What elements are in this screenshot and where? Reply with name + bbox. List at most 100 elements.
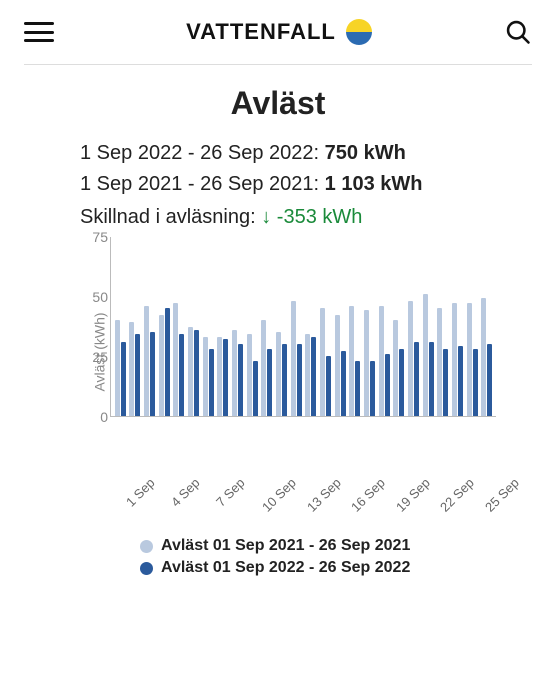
bar-curr <box>165 308 170 416</box>
bar-group <box>113 237 128 416</box>
bar-prev <box>159 315 164 416</box>
bar-curr <box>341 351 346 416</box>
bar-prev <box>188 327 193 416</box>
bar-prev <box>129 322 134 416</box>
bar-group <box>406 237 421 416</box>
reading-current-value: 750 kWh <box>325 142 406 164</box>
bar-prev <box>481 298 486 416</box>
bar-group <box>333 237 348 416</box>
bar-prev <box>305 334 310 416</box>
page-title: Avläst <box>30 85 526 122</box>
bar-curr <box>194 330 199 416</box>
brand[interactable]: VATTENFALL <box>186 19 372 45</box>
bar-curr <box>223 339 228 416</box>
bar-curr <box>326 356 331 416</box>
legend-row-prev: Avläst 01 Sep 2021 - 26 Sep 2021 <box>140 535 486 557</box>
bar-prev <box>408 301 413 416</box>
bar-prev <box>437 308 442 416</box>
arrow-down-icon: ↓ <box>261 206 271 228</box>
bar-group <box>421 237 436 416</box>
bar-group <box>465 237 480 416</box>
y-ticks: 0255075 <box>78 237 108 417</box>
bar-plot <box>110 237 496 417</box>
bar-curr <box>267 349 272 416</box>
bar-curr <box>238 344 243 416</box>
chart-area: Avläst (kWh) 0255075 <box>30 237 526 467</box>
reading-current: 1 Sep 2022 - 26 Sep 2022: 750 kWh <box>30 140 526 171</box>
reading-current-range: 1 Sep 2022 - 26 Sep 2022: <box>80 142 319 164</box>
reading-prev-range: 1 Sep 2021 - 26 Sep 2021: <box>80 173 319 195</box>
bar-curr <box>458 346 463 416</box>
reading-prev: 1 Sep 2021 - 26 Sep 2021: 1 103 kWh <box>30 171 526 202</box>
bar-group <box>318 237 333 416</box>
bar-curr <box>150 332 155 416</box>
menu-icon[interactable] <box>24 22 54 42</box>
x-tick-label: 25 Sep <box>482 475 522 515</box>
diff-label: Skillnad i avläsning: <box>80 206 256 228</box>
bar-prev <box>335 315 340 416</box>
bar-curr <box>414 342 419 416</box>
bar-prev <box>423 294 428 416</box>
y-tick: 25 <box>78 349 108 365</box>
reading-prev-value: 1 103 kWh <box>325 173 423 195</box>
bar-group <box>128 237 143 416</box>
bar-prev <box>261 320 266 416</box>
bar-group <box>377 237 392 416</box>
bar-group <box>157 237 172 416</box>
bar-prev <box>320 308 325 416</box>
bar-curr <box>209 349 214 416</box>
bar-prev <box>379 306 384 416</box>
bar-prev <box>291 301 296 416</box>
bar-prev <box>276 332 281 416</box>
bar-curr <box>487 344 492 416</box>
bar-curr <box>429 342 434 416</box>
bar-prev <box>173 303 178 416</box>
bar-group <box>186 237 201 416</box>
bar-group <box>274 237 289 416</box>
search-icon[interactable] <box>504 18 532 46</box>
y-tick: 75 <box>78 229 108 245</box>
bar-prev <box>452 303 457 416</box>
legend-label-curr: Avläst 01 Sep 2022 - 26 Sep 2022 <box>161 557 410 579</box>
main-content: Avläst 1 Sep 2022 - 26 Sep 2022: 750 kWh… <box>0 85 556 580</box>
bar-group <box>304 237 319 416</box>
bar-prev <box>115 320 120 416</box>
bar-curr <box>399 349 404 416</box>
chart-legend: Avläst 01 Sep 2021 - 26 Sep 2021 Avläst … <box>30 527 526 580</box>
bar-group <box>362 237 377 416</box>
bar-prev <box>247 334 252 416</box>
bar-prev <box>144 306 149 416</box>
bar-group <box>201 237 216 416</box>
bar-prev <box>393 320 398 416</box>
bar-group <box>479 237 494 416</box>
bar-group <box>260 237 275 416</box>
bar-group <box>172 237 187 416</box>
x-tick-label: 13 Sep <box>304 475 344 515</box>
legend-row-curr: Avläst 01 Sep 2022 - 26 Sep 2022 <box>140 557 486 579</box>
x-tick-label: 4 Sep <box>168 475 203 510</box>
bar-curr <box>253 361 258 416</box>
bar-curr <box>135 334 140 416</box>
x-axis-labels: 1 Sep4 Sep7 Sep10 Sep13 Sep16 Sep19 Sep2… <box>110 467 496 527</box>
bar-prev <box>467 303 472 416</box>
header-divider <box>24 64 532 65</box>
x-tick-label: 10 Sep <box>259 475 299 515</box>
bar-group <box>435 237 450 416</box>
bar-prev <box>364 310 369 416</box>
x-tick-label: 19 Sep <box>393 475 433 515</box>
brand-name: VATTENFALL <box>186 19 336 45</box>
bar-group <box>348 237 363 416</box>
legend-label-prev: Avläst 01 Sep 2021 - 26 Sep 2021 <box>161 535 410 557</box>
bar-curr <box>473 349 478 416</box>
bar-group <box>216 237 231 416</box>
diff-value: -353 kWh <box>277 206 363 228</box>
bar-group <box>289 237 304 416</box>
bar-prev <box>349 306 354 416</box>
x-tick-label: 16 Sep <box>348 475 388 515</box>
x-tick-label: 7 Sep <box>212 475 247 510</box>
legend-dot-icon <box>140 562 153 575</box>
bar-curr <box>121 342 126 416</box>
app-header: VATTENFALL <box>0 0 556 64</box>
y-tick: 0 <box>78 409 108 425</box>
x-tick-label: 22 Sep <box>437 475 477 515</box>
